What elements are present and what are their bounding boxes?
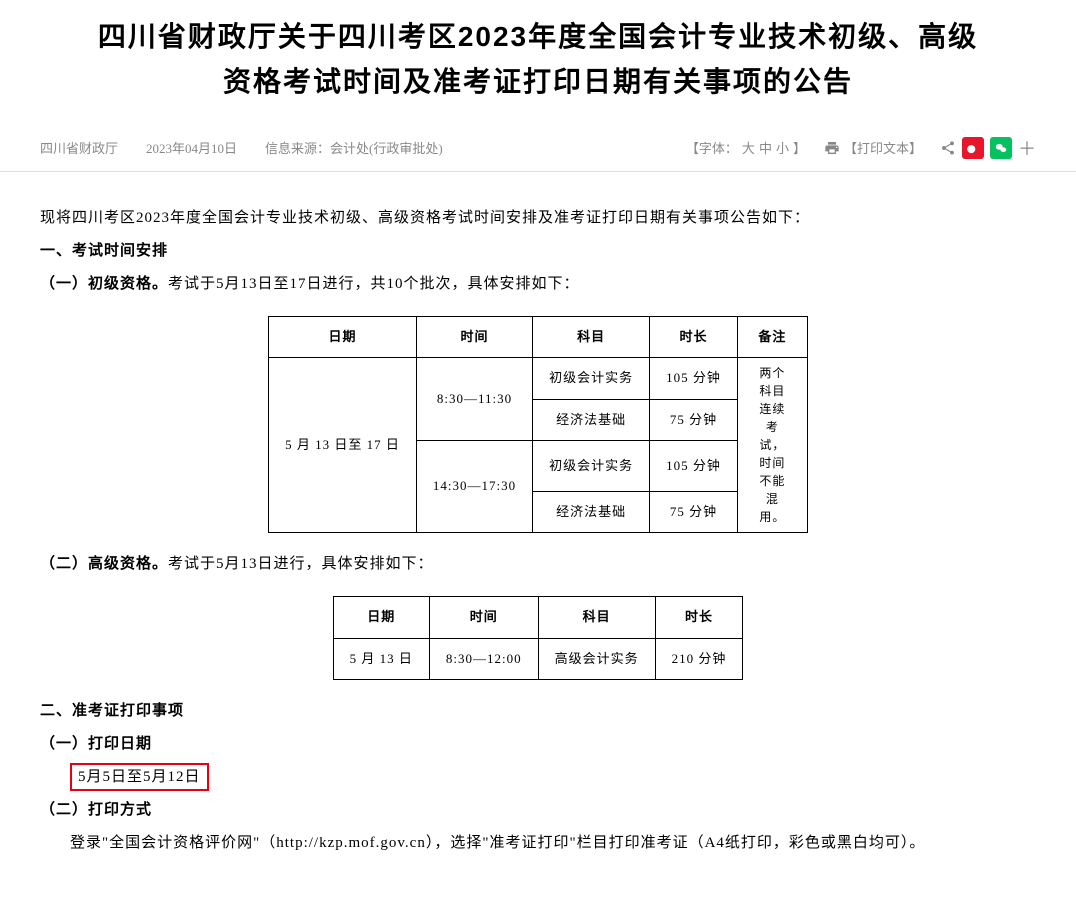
section-1-2: （二）高级资格。考试于5月13日进行，具体安排如下： (40, 548, 1036, 581)
section-2-2-text: 登录"全国会计资格评价网"（http://kzp.mof.gov.cn），选择"… (40, 827, 1036, 860)
cell-note: 两个科目连续考试，时间不能混用。 (737, 358, 807, 533)
meta-bar: 四川省财政厅 2023年04月10日 信息来源：会计处(行政审批处) 【字体： … (0, 125, 1076, 172)
meta-right: 【字体： 大 中 小 】 【打印文本】 (686, 135, 1036, 161)
source: 信息来源：会计处(行政审批处) (265, 138, 443, 157)
more-share-button[interactable]: ＋ (1018, 135, 1036, 161)
cell-duration: 75 分钟 (650, 491, 738, 533)
weibo-icon (966, 141, 980, 155)
cell-date: 5 月 13 日 (333, 638, 429, 680)
cell-duration: 105 分钟 (650, 358, 738, 400)
page-title: 四川省财政厅关于四川考区2023年度全国会计专业技术初级、高级 资格考试时间及准… (40, 15, 1036, 105)
cell-time: 8:30—11:30 (416, 358, 532, 441)
title-section: 四川省财政厅关于四川考区2023年度全国会计专业技术初级、高级 资格考试时间及准… (0, 0, 1076, 125)
th-date: 日期 (269, 316, 417, 358)
section-1-heading: 一、考试时间安排 (40, 235, 1036, 268)
th-date: 日期 (333, 597, 429, 639)
th-time: 时间 (429, 597, 538, 639)
title-line-1: 四川省财政厅关于四川考区2023年度全国会计专业技术初级、高级 (98, 21, 978, 52)
cell-time: 14:30—17:30 (416, 441, 532, 533)
section-2-2: （二）打印方式 (40, 794, 1036, 827)
table-row: 5 月 13 日至 17 日 8:30—11:30 初级会计实务 105 分钟 … (269, 358, 808, 400)
publisher: 四川省财政厅 (40, 138, 118, 157)
font-size-control: 【字体： 大 中 小 】 (686, 138, 806, 157)
font-small-button[interactable]: 小 (776, 138, 789, 157)
title-line-2: 资格考试时间及准考证打印日期有关事项的公告 (223, 66, 853, 97)
meta-left: 四川省财政厅 2023年04月10日 信息来源：会计处(行政审批处) (40, 138, 443, 157)
th-subject: 科目 (538, 597, 655, 639)
wechat-icon (994, 141, 1008, 155)
printer-icon (824, 140, 840, 156)
font-large-button[interactable]: 大 (742, 138, 755, 157)
publish-date: 2023年04月10日 (146, 138, 237, 157)
table-header-row: 日期 时间 科目 时长 (333, 597, 743, 639)
th-duration: 时长 (655, 597, 743, 639)
wechat-share-button[interactable] (990, 137, 1012, 159)
section-2-1: （一）打印日期 (40, 728, 1036, 761)
cell-duration: 75 分钟 (650, 399, 738, 441)
cell-subject: 经济法基础 (533, 491, 650, 533)
th-time: 时间 (416, 316, 532, 358)
schedule-table-senior: 日期 时间 科目 时长 5 月 13 日 8:30—12:00 高级会计实务 2… (333, 596, 744, 680)
cell-subject: 初级会计实务 (533, 358, 650, 400)
section-1-1: （一）初级资格。考试于5月13日至17日进行，共10个批次，具体安排如下： (40, 268, 1036, 301)
cell-time: 8:30—12:00 (429, 638, 538, 680)
table-row: 5 月 13 日 8:30—12:00 高级会计实务 210 分钟 (333, 638, 743, 680)
th-subject: 科目 (533, 316, 650, 358)
th-note: 备注 (737, 316, 807, 358)
intro-paragraph: 现将四川考区2023年度全国会计专业技术初级、高级资格考试时间安排及准考证打印日… (40, 202, 1036, 235)
cell-date-range: 5 月 13 日至 17 日 (269, 358, 417, 533)
cell-subject: 高级会计实务 (538, 638, 655, 680)
share-icon[interactable] (940, 140, 956, 156)
cell-subject: 经济法基础 (533, 399, 650, 441)
print-button[interactable]: 【打印文本】 (824, 138, 922, 157)
content-body: 现将四川考区2023年度全国会计专业技术初级、高级资格考试时间安排及准考证打印日… (0, 202, 1076, 900)
cell-duration: 210 分钟 (655, 638, 743, 680)
share-group: ＋ (940, 135, 1036, 161)
cell-duration: 105 分钟 (650, 441, 738, 491)
font-medium-button[interactable]: 中 (759, 138, 772, 157)
schedule-table-junior: 日期 时间 科目 时长 备注 5 月 13 日至 17 日 8:30—11:30… (268, 316, 808, 534)
print-date-highlight: 5月5日至5月12日 (70, 763, 209, 791)
weibo-share-button[interactable] (962, 137, 984, 159)
table-header-row: 日期 时间 科目 时长 备注 (269, 316, 808, 358)
th-duration: 时长 (650, 316, 738, 358)
section-2-heading: 二、准考证打印事项 (40, 695, 1036, 728)
cell-subject: 初级会计实务 (533, 441, 650, 491)
